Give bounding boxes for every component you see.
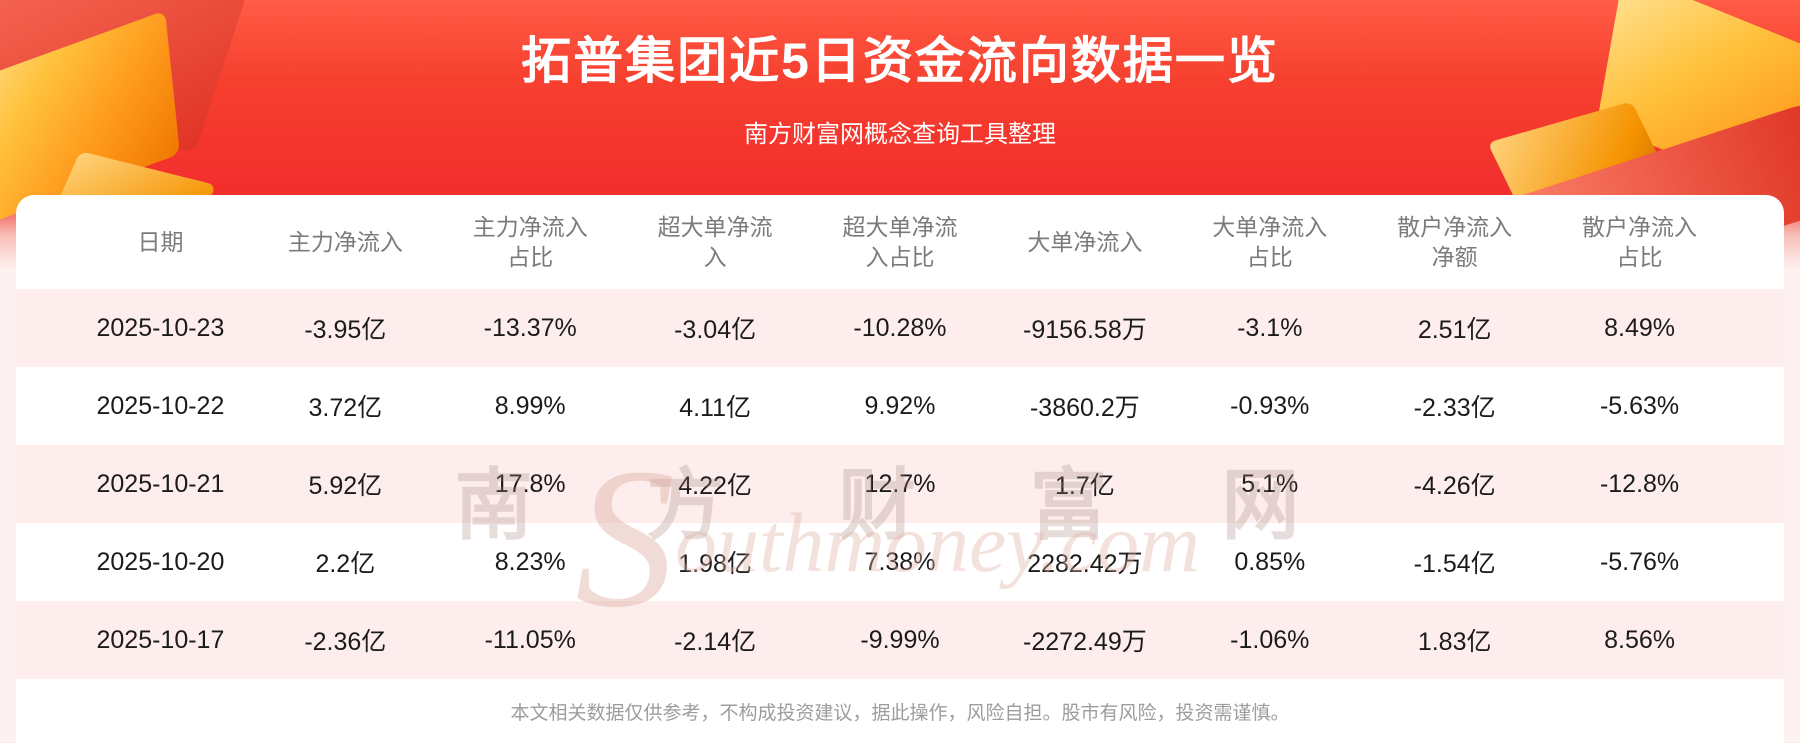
date-cell: 2025-10-23 <box>96 313 225 342</box>
column-header-retail-net-inflow: 散户净流入 净额 <box>1397 214 1513 270</box>
value-cell: 1.83亿 <box>1417 628 1492 656</box>
column-header-main-net-inflow: 主力净流入 <box>287 229 403 255</box>
value-cell: 2.51亿 <box>1417 316 1492 344</box>
value-cell: 17.8% <box>494 469 566 498</box>
table-row: 2025-10-21 5.92亿 17.8% 4.22亿 12.7% 1.7亿 5.1% -4… <box>16 445 1784 523</box>
date-cell: 2025-10-22 <box>96 391 225 420</box>
value-cell: 8.99% <box>494 391 566 420</box>
value-cell: -3860.2万 <box>1029 394 1140 422</box>
table-row: 2025-10-22 3.72亿 8.99% 4.11亿 9.92% -3860.2万 -0… <box>16 367 1784 445</box>
value-cell: -9.99% <box>860 625 940 654</box>
value-cell: 5.1% <box>1241 469 1299 498</box>
date-cell: 2025-10-21 <box>96 469 225 498</box>
value-cell: -3.95亿 <box>304 316 387 344</box>
value-cell: 5.92亿 <box>308 472 383 500</box>
value-cell: 8.49% <box>1604 313 1675 342</box>
date-cell: 2025-10-17 <box>96 625 225 654</box>
value-cell: -1.54亿 <box>1413 550 1496 578</box>
value-cell: -2272.49万 <box>1023 628 1147 656</box>
column-header-main-net-inflow-pct: 主力净流入 占比 <box>472 214 588 270</box>
table-row: 2025-10-20 2.2亿 8.23% 1.98亿 7.38% 2282.42万 0.8… <box>16 523 1784 601</box>
table-body: 2025-10-23 -3.95亿 -13.37% -3.04亿 -10.28% -915… <box>16 289 1784 679</box>
value-cell: -3.1% <box>1237 313 1303 342</box>
column-header-large-net-inflow-pct: 大单净流入 占比 <box>1212 214 1328 270</box>
value-cell: -9156.58万 <box>1023 316 1147 344</box>
table-header-row: 日期 主力净流入 主力净流入 占比 超大单净流 入 超大单净流 入占比 大单净流… <box>16 195 1784 289</box>
value-cell: -2.33亿 <box>1413 394 1496 422</box>
value-cell: 3.72亿 <box>308 394 383 422</box>
value-cell: 7.38% <box>864 547 936 576</box>
column-header-superlarge-net-inflow-pct: 超大单净流 入占比 <box>842 214 958 270</box>
value-cell: -2.36亿 <box>304 628 387 656</box>
value-cell: -0.93% <box>1230 391 1310 420</box>
table-row: 2025-10-23 -3.95亿 -13.37% -3.04亿 -10.28% -915… <box>16 289 1784 367</box>
column-header-retail-net-inflow-pct: 散户净流入 占比 <box>1582 214 1698 270</box>
table-row: 2025-10-17 -2.36亿 -11.05% -2.14亿 -9.99% -2272… <box>16 601 1784 679</box>
value-cell: 0.85% <box>1234 547 1306 576</box>
value-cell: 9.92% <box>864 391 936 420</box>
value-cell: 1.7亿 <box>1055 472 1115 500</box>
value-cell: -5.76% <box>1599 547 1680 576</box>
value-cell: 4.11亿 <box>679 394 751 422</box>
value-cell: 2.2亿 <box>315 550 376 578</box>
value-cell: -4.26亿 <box>1413 472 1496 500</box>
value-cell: -11.05% <box>484 625 576 654</box>
value-cell: 12.7% <box>864 469 936 498</box>
value-cell: 4.22亿 <box>678 472 752 500</box>
subtitle: 南方财富网概念查询工具整理 <box>744 121 1056 148</box>
value-cell: 2282.42万 <box>1027 550 1143 578</box>
column-header-large-net-inflow: 大单净流入 <box>1027 229 1143 255</box>
value-cell: 8.56% <box>1604 625 1675 654</box>
value-cell: -1.06% <box>1230 625 1310 654</box>
column-header-date: 日期 <box>137 229 184 255</box>
value-cell: -2.14亿 <box>674 628 757 656</box>
date-cell: 2025-10-20 <box>96 547 225 576</box>
value-cell: -5.63% <box>1599 391 1680 420</box>
data-table-card: 日期 主力净流入 主力净流入 占比 超大单净流 入 超大单净流 入占比 大单净流… <box>16 195 1784 743</box>
page-title: 拓普集团近5日资金流向数据一览 <box>521 33 1279 89</box>
column-header-superlarge-net-inflow: 超大单净流 入 <box>657 214 773 270</box>
value-cell: 1.98亿 <box>678 550 752 578</box>
disclaimer: 本文相关数据仅供参考，不构成投资建议，据此操作，风险自担。股市有风险，投资需谨慎… <box>16 679 1784 743</box>
value-cell: -10.28% <box>853 313 947 342</box>
value-cell: 8.23% <box>494 547 566 576</box>
value-cell: -3.04亿 <box>674 316 757 344</box>
value-cell: -12.8% <box>1599 469 1680 498</box>
value-cell: -13.37% <box>483 313 577 342</box>
header: 拓普集团近5日资金流向数据一览 南方财富网概念查询工具整理 <box>0 0 1800 150</box>
